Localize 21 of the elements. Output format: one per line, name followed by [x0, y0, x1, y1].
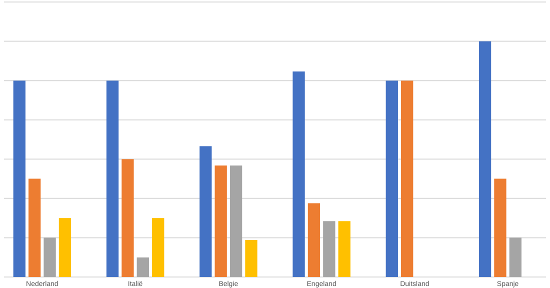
bar — [494, 178, 506, 277]
bar — [401, 80, 414, 277]
bar — [200, 146, 212, 277]
bar — [28, 178, 41, 277]
bar — [136, 257, 149, 277]
bar — [230, 166, 242, 277]
bar — [509, 238, 522, 277]
bar — [152, 218, 164, 277]
bar — [214, 166, 227, 277]
bar — [386, 80, 398, 277]
bar — [122, 159, 134, 277]
bar — [58, 218, 72, 277]
bar — [106, 80, 119, 277]
bar — [308, 203, 320, 277]
bar — [323, 221, 336, 277]
bar — [338, 221, 350, 277]
bar — [44, 238, 56, 277]
bar — [245, 240, 258, 277]
bar — [478, 41, 492, 277]
bar — [292, 71, 305, 277]
bar — [13, 80, 26, 277]
